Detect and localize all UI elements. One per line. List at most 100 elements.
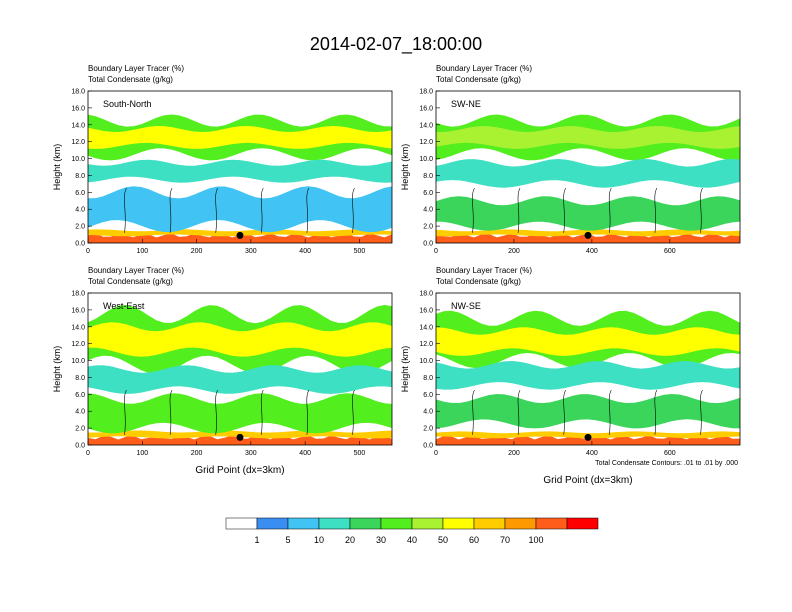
condensate-contour	[472, 187, 475, 233]
y-tick-label: 10.0	[71, 156, 85, 163]
condensate-contour	[306, 187, 310, 233]
y-tick-label: 2.0	[423, 224, 433, 231]
y-tick-label: 8.0	[423, 173, 433, 180]
condensate-contour	[306, 389, 310, 435]
y-axis-label: Height (km)	[400, 144, 410, 191]
band-40	[436, 126, 740, 149]
x-tick-label: 300	[245, 248, 257, 255]
x-axis-label: Grid Point (dx=3km)	[195, 465, 284, 476]
heatmap-field	[88, 91, 392, 243]
x-tick-label: 600	[664, 450, 676, 457]
y-tick-label: 16.0	[71, 307, 85, 314]
condensate-contour	[472, 389, 475, 435]
y-tick-label: 0.0	[75, 443, 85, 450]
x-tick-label: 0	[86, 450, 90, 457]
colorbar-label: 1	[254, 535, 259, 545]
y-axis-label: Height (km)	[52, 144, 62, 191]
colorbar-label: 30	[376, 535, 386, 545]
y-tick-label: 16.0	[419, 307, 433, 314]
condensate-contour	[654, 187, 658, 233]
colorbar-label: 40	[407, 535, 417, 545]
heatmap-field	[88, 293, 392, 445]
colorbar-label: 20	[345, 535, 355, 545]
y-tick-label: 8.0	[423, 375, 433, 382]
colorbar-label: 60	[469, 535, 479, 545]
location-marker	[584, 231, 592, 239]
y-tick-label: 14.0	[71, 324, 85, 331]
band-50	[88, 126, 392, 149]
subtitle-line2: Total Condensate (g/kg)	[88, 75, 173, 84]
condensate-contour	[700, 187, 703, 233]
band-10	[88, 159, 392, 183]
y-tick-label: 10.0	[419, 156, 433, 163]
y-tick-label: 4.0	[423, 207, 433, 214]
x-tick-label: 0	[434, 248, 438, 255]
colorbar-swatch	[256, 517, 289, 530]
condensate-contour	[260, 389, 264, 435]
condensate-contour	[124, 389, 127, 435]
y-tick-label: 4.0	[75, 207, 85, 214]
panel-label: West-East	[103, 301, 145, 311]
plot-frame	[435, 292, 741, 446]
y-tick-label: 12.0	[71, 341, 85, 348]
y-tick-label: 2.0	[423, 426, 433, 433]
colorbar-swatch	[411, 517, 444, 530]
subtitle-line1: Boundary Layer Tracer (%)	[88, 266, 184, 275]
colorbar-label: 100	[528, 535, 543, 545]
band-50	[436, 327, 740, 356]
y-tick-label: 14.0	[71, 122, 85, 129]
band-20	[436, 394, 740, 429]
colorbar-swatch	[442, 517, 475, 530]
band-30	[88, 393, 392, 434]
x-tick-label: 500	[354, 450, 366, 457]
subtitle-line2: Total Condensate (g/kg)	[436, 277, 521, 286]
y-axis-label: Height (km)	[52, 346, 62, 393]
condensate-contour	[352, 389, 355, 435]
condensate-contour	[563, 187, 566, 233]
x-tick-label: 0	[434, 450, 438, 457]
plot-frame	[87, 292, 393, 446]
y-tick-label: 16.0	[419, 105, 433, 112]
y-tick-label: 18.0	[71, 89, 85, 96]
colorbar-swatch	[566, 517, 599, 530]
band-10	[436, 159, 740, 188]
colorbar-swatch	[349, 517, 382, 530]
subtitle-line1: Boundary Layer Tracer (%)	[436, 64, 532, 73]
condensate-contour	[700, 389, 703, 435]
heatmap-field	[436, 293, 740, 445]
y-tick-label: 0.0	[423, 443, 433, 450]
panel-1: South-North Boundary Layer Tracer (%) Tota…	[52, 64, 393, 255]
subtitle-line2: Total Condensate (g/kg)	[436, 75, 521, 84]
y-axis-label: Height (km)	[400, 346, 410, 393]
x-tick-label: 600	[664, 248, 676, 255]
panel-label: South-North	[103, 99, 152, 109]
condensate-contour	[563, 389, 566, 435]
condensate-contour	[654, 389, 658, 435]
condensate-contour	[169, 389, 173, 435]
x-tick-label: 500	[354, 248, 366, 255]
y-tick-label: 18.0	[419, 89, 433, 96]
band-20	[436, 196, 740, 231]
panel-label: NW-SE	[451, 301, 481, 311]
x-tick-label: 400	[586, 450, 598, 457]
colorbar-label: 50	[438, 535, 448, 545]
x-axis-label: Grid Point (dx=3km)	[543, 475, 632, 486]
subtitle-line1: Boundary Layer Tracer (%)	[436, 266, 532, 275]
panel-label: SW-NE	[451, 99, 481, 109]
subtitle-line1: Boundary Layer Tracer (%)	[88, 64, 184, 73]
x-tick-label: 400	[299, 450, 311, 457]
x-tick-label: 200	[508, 248, 520, 255]
condensate-contour	[517, 389, 521, 435]
colorbar-swatch	[473, 517, 506, 530]
location-marker	[236, 433, 244, 441]
colorbar-swatch	[380, 517, 413, 530]
y-tick-label: 6.0	[423, 190, 433, 197]
condensate-contour	[352, 187, 355, 233]
y-tick-label: 12.0	[419, 341, 433, 348]
location-marker	[584, 433, 592, 441]
y-tick-label: 10.0	[419, 358, 433, 365]
y-tick-label: 12.0	[419, 139, 433, 146]
x-tick-label: 200	[508, 450, 520, 457]
y-tick-label: 0.0	[423, 241, 433, 248]
